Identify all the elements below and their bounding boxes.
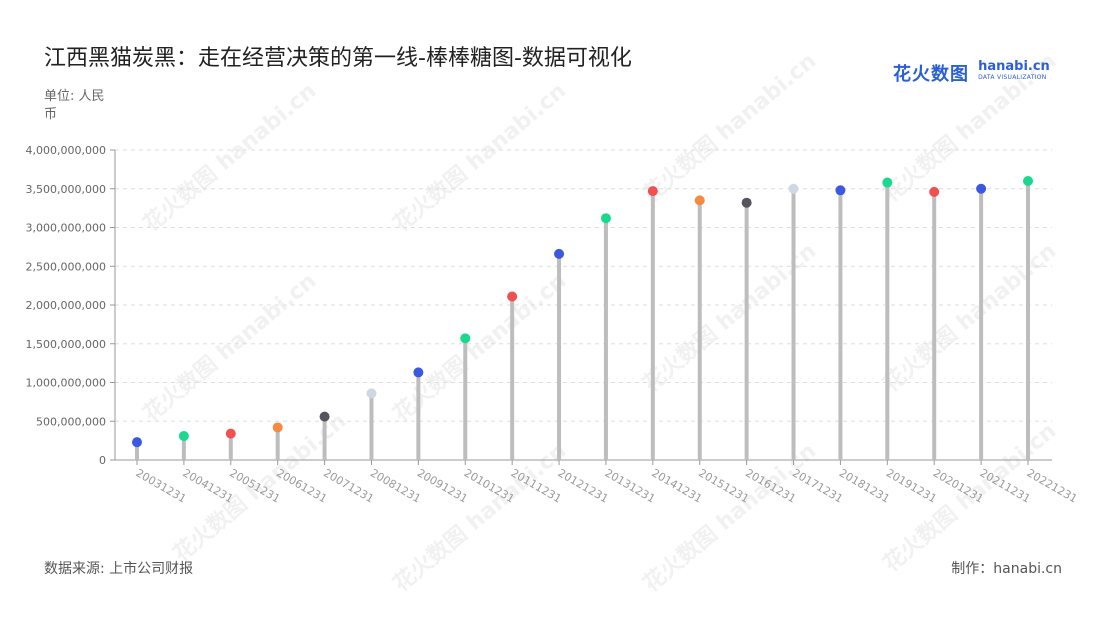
stems [135,181,1030,460]
lollipop-point[interactable] [460,333,471,344]
x-tick-label: 20181231 [837,466,892,505]
brand-logo: 花火数图 hanabi.cn DATA VISUALIZATION [893,60,1050,88]
x-tick-label: 20141231 [649,466,704,505]
y-tick-label: 2,500,000,000 [26,260,106,273]
lollipop-point[interactable] [413,367,424,378]
y-tick-label: 0 [99,454,106,467]
x-tick-label: 20151231 [696,466,751,505]
x-tick-label: 20121231 [556,466,611,505]
lollipop-point[interactable] [647,186,658,197]
lollipop-point[interactable] [929,186,940,197]
lollipop-point[interactable] [835,185,846,196]
y-tick-label: 500,000,000 [36,415,106,428]
y-tick-label: 1,500,000,000 [26,338,106,351]
axes [110,149,1052,465]
lollipop-point[interactable] [225,428,236,439]
y-tick-labels: 0 500,000,000 1,000,000,000 1,500,000,000 2,… [26,144,106,467]
logo-sub-text: DATA VISUALIZATION [978,74,1047,81]
lollipop-point[interactable] [366,388,377,399]
points [132,176,1033,448]
lollipop-point[interactable] [272,422,283,433]
x-tick-label: 20041231 [180,466,235,505]
x-tick-label: 20171231 [790,466,845,505]
lollipop-point[interactable] [694,195,705,206]
lollipop-point[interactable] [600,213,611,224]
made-by: 制作：hanabi.cn [951,561,1062,577]
lollipop-point[interactable] [132,437,142,448]
lollipop-point[interactable] [1023,176,1033,186]
x-tick-labels: 2003123120041231200512312006123120071231… [134,466,1080,505]
logo-en-text: hanabi.cn [978,59,1050,74]
x-tick-label: 20131231 [602,466,657,505]
logo-cn-text: 花火数图 [893,64,969,85]
lollipop-point[interactable] [319,411,330,422]
x-tick-label: 20201231 [931,466,986,505]
chart-title: 江西黑猫炭黑：走在经营决策的第一线-棒棒糖图-数据可视化 [44,46,632,71]
x-tick-label: 20071231 [321,466,376,505]
grid-lines [115,149,1052,422]
data-source: 数据来源: 上市公司财报 [44,561,194,577]
y-tick-label: 4,000,000,000 [26,144,106,157]
unit-label: 单位: 人民币 [44,89,105,122]
lollipop-point[interactable] [178,430,189,441]
x-tick-label: 20091231 [415,466,470,505]
lollipop-point[interactable] [554,248,565,259]
x-tick-label: 20221231 [1025,466,1080,505]
y-tick-label: 2,000,000,000 [26,299,106,312]
x-tick-label: 20191231 [884,466,939,505]
lollipop-point[interactable] [788,183,799,194]
y-tick-label: 3,500,000,000 [26,183,106,196]
y-tick-label: 1,000,000,000 [26,377,106,390]
x-tick-label: 20031231 [134,466,189,505]
x-tick-label: 20081231 [368,466,423,505]
x-tick-label: 20111231 [509,466,564,505]
logo-en-block: hanabi.cn DATA VISUALIZATION [978,60,1050,82]
x-tick-label: 20051231 [227,466,282,505]
x-tick-label: 20211231 [978,466,1033,505]
lollipop-point[interactable] [976,183,987,194]
lollipop-point[interactable] [741,197,752,208]
lollipop-point[interactable] [507,291,518,302]
lollipop-point[interactable] [882,177,893,188]
x-tick-label: 20161231 [743,466,798,505]
x-tick-label: 20061231 [274,466,329,505]
x-tick-label: 20101231 [462,466,517,505]
y-tick-label: 3,000,000,000 [26,222,106,235]
